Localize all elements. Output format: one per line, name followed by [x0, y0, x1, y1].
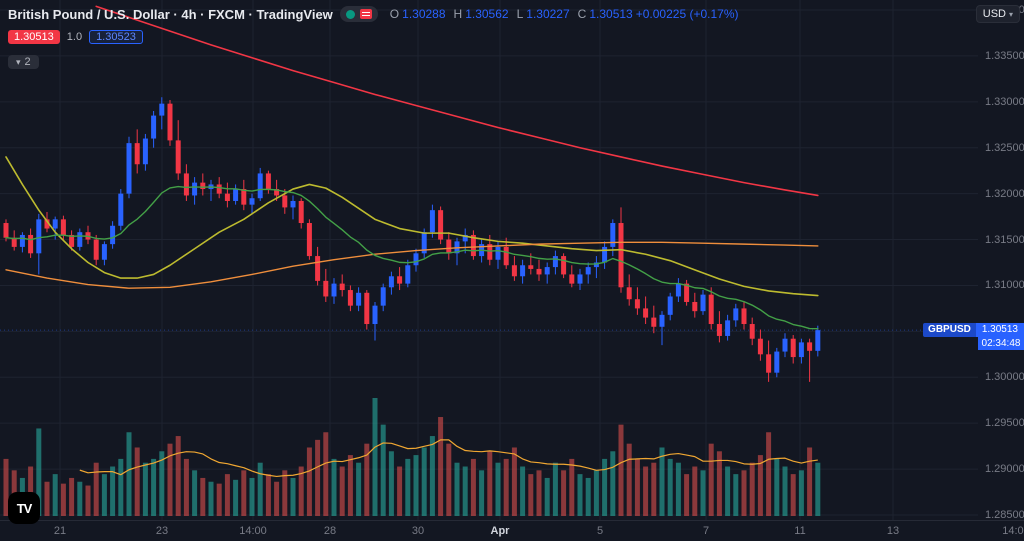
price-tick-label: 1.33500	[985, 49, 1024, 62]
indicators-collapse-button[interactable]: ▾ 2	[8, 55, 39, 69]
ohlc-low-value: 1.30227	[526, 7, 570, 21]
price-tick-label: 1.30000	[985, 371, 1024, 384]
chevron-down-icon: ▾	[16, 56, 21, 67]
price-tick-label: 1.31000	[985, 279, 1024, 292]
time-tick-label: 7	[702, 525, 710, 537]
price-tick-label: 1.29000	[985, 463, 1024, 476]
legend-source-chip[interactable]	[339, 6, 378, 22]
volume-layer	[3, 398, 821, 516]
ohlc-open-label: O	[389, 7, 400, 21]
time-tick-label: 5	[596, 525, 604, 537]
watchlist-flag-icon[interactable]	[359, 9, 372, 19]
ma-lines-layer	[5, 5, 819, 330]
last-price-label: GBPUSD 1.30513	[923, 323, 1024, 338]
time-tick-label: 28	[323, 525, 337, 537]
price-tick-label: 1.28500	[985, 509, 1024, 521]
time-tick-label: 23	[155, 525, 169, 537]
bar-countdown: 02:34:48	[978, 337, 1024, 351]
time-tick-label: 14:00	[239, 525, 267, 537]
ohlc-close-label: C	[577, 7, 587, 21]
time-tick-label: 11	[794, 525, 806, 537]
ohlc-high-value: 1.30562	[465, 7, 509, 21]
price-tick-label: 1.33000	[985, 95, 1024, 108]
currency-selector[interactable]: USD ▾	[975, 5, 1020, 23]
chevron-down-icon: ▾	[1008, 9, 1013, 19]
price-tick-label: 1.29500	[985, 417, 1024, 430]
last-price-value: 1.30513	[975, 323, 1024, 338]
ohlc-readout: O 1.30288 H 1.30562 L 1.30227 C 1.30513 +0.0…	[385, 7, 739, 21]
ohlc-open-value: 1.30288	[402, 7, 446, 21]
ohlc-close-value: 1.30513	[589, 7, 633, 21]
quantity-label: 1.0	[66, 31, 83, 43]
ohlc-low-label: L	[516, 7, 524, 21]
time-tick-label: Apr	[490, 525, 510, 537]
buy-price-badge[interactable]: 1.30523	[89, 30, 143, 44]
indicators-count: 2	[24, 56, 31, 68]
price-tick-label: 1.32500	[985, 141, 1024, 154]
price-tick-label: 1.31500	[985, 233, 1024, 246]
candles-layer	[3, 97, 821, 382]
time-tick-label: 13	[886, 525, 900, 537]
time-tick-label: 14:00	[1002, 525, 1024, 537]
tradingview-logo-mark: TV	[16, 500, 33, 516]
time-tick-label: 30	[411, 525, 425, 537]
time-axis[interactable]: 21 23 14:00 28 30 Apr 5 7 11 13 14:00	[0, 520, 1024, 541]
last-price-symbol: GBPUSD	[923, 323, 976, 338]
tradingview-logo[interactable]: TV	[8, 492, 40, 524]
status-dot-icon	[345, 9, 355, 19]
currency-label: USD	[982, 8, 1006, 20]
chart-legend: British Pound / U.S. Dollar · 4h · FXCM …	[8, 6, 738, 70]
time-tick-label: 21	[53, 525, 67, 537]
sell-price-badge[interactable]: 1.30513	[8, 30, 60, 44]
symbol-title[interactable]: British Pound / U.S. Dollar · 4h · FXCM …	[8, 6, 333, 22]
ohlc-change-value: +0.00225 (+0.17%)	[635, 7, 739, 21]
grid-layer	[0, 0, 978, 520]
price-tick-label: 1.32000	[985, 187, 1024, 200]
volume-ma-layer	[79, 439, 818, 478]
price-axis[interactable]: 1.340001.335001.330001.325001.320001.315…	[978, 0, 1024, 521]
ohlc-high-label: H	[453, 7, 463, 21]
